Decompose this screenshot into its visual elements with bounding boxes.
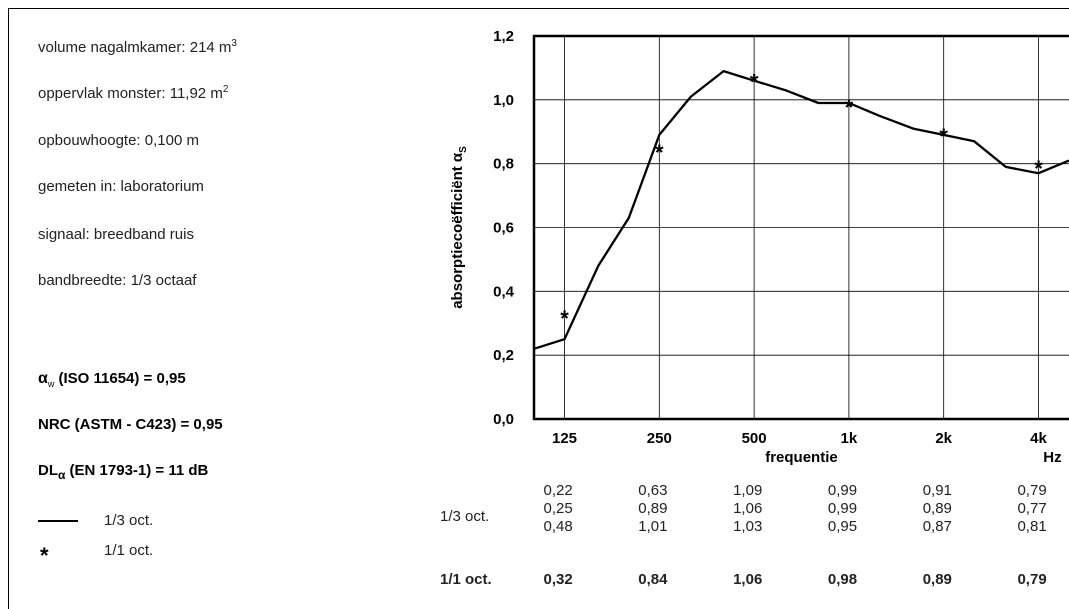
table-cell: 1,09 — [733, 482, 762, 499]
table-cell-octave: 0,32 — [544, 571, 573, 588]
table-cell: 0,77 — [1017, 500, 1046, 517]
star-point: * — [939, 124, 948, 149]
star-point: * — [1034, 156, 1043, 181]
table-cell: 0,89 — [638, 500, 667, 517]
y-tick-label: 0,0 — [493, 411, 514, 428]
table-cell-octave: 0,98 — [828, 571, 857, 588]
y-tick-label: 1,0 — [493, 92, 514, 109]
table-cell: 0,99 — [828, 482, 857, 499]
x-tick-label: 250 — [647, 430, 672, 447]
table-cell: 0,89 — [923, 500, 952, 517]
table-row-label-one-oct: 1/1 oct. — [440, 571, 492, 588]
y-tick-label: 0,2 — [493, 347, 514, 364]
star-point: * — [655, 140, 664, 165]
table-cell-octave: 0,79 — [1017, 571, 1046, 588]
absorption-chart: 0,0 0,2 0,4 0,6 0,8 1,0 1,2 125 250 500 1k 2k 4k freq… — [0, 0, 1069, 591]
y-tick-label: 1,2 — [493, 28, 514, 45]
x-tick-label: 500 — [742, 430, 767, 447]
series-line-third-octave — [534, 71, 1069, 349]
table-cell: 1,03 — [733, 518, 762, 535]
table-cell: 0,22 — [544, 482, 573, 499]
x-tick-label: 2k — [935, 430, 952, 447]
y-tick-label: 0,6 — [493, 220, 514, 237]
star-point: * — [845, 95, 854, 120]
table-cell: 0,95 — [828, 518, 857, 535]
table-cell: 0,48 — [544, 518, 573, 535]
star-point: * — [560, 306, 569, 331]
table-cell: 0,25 — [544, 500, 573, 517]
x-tick-label: 125 — [552, 430, 577, 447]
table-row-label-third-oct: 1/3 oct. — [440, 508, 489, 525]
y-axis-label: absorptiecoëfficiënt αS — [449, 146, 469, 309]
x-tick-label: 4k — [1030, 430, 1047, 447]
table-cell: 1,06 — [733, 500, 762, 517]
x-axis-unit: Hz — [1043, 449, 1061, 466]
table-cell: 0,99 — [828, 500, 857, 517]
table-cell: 0,63 — [638, 482, 667, 499]
y-tick-label: 0,8 — [493, 156, 514, 173]
table-cell: 0,91 — [923, 482, 952, 499]
table-cell: 0,87 — [923, 518, 952, 535]
y-tick-label: 0,4 — [493, 283, 515, 300]
table-cell: 1,01 — [638, 518, 667, 535]
table-cell: 0,79 — [1017, 482, 1046, 499]
x-axis-label: frequentie — [765, 449, 838, 466]
star-point: * — [750, 70, 759, 95]
table-cell-octave: 1,06 — [733, 571, 762, 588]
table-cell-octave: 0,84 — [638, 571, 667, 588]
table-cell-octave: 0,89 — [923, 571, 952, 588]
table-cell: 0,81 — [1017, 518, 1046, 535]
x-tick-label: 1k — [841, 430, 858, 447]
